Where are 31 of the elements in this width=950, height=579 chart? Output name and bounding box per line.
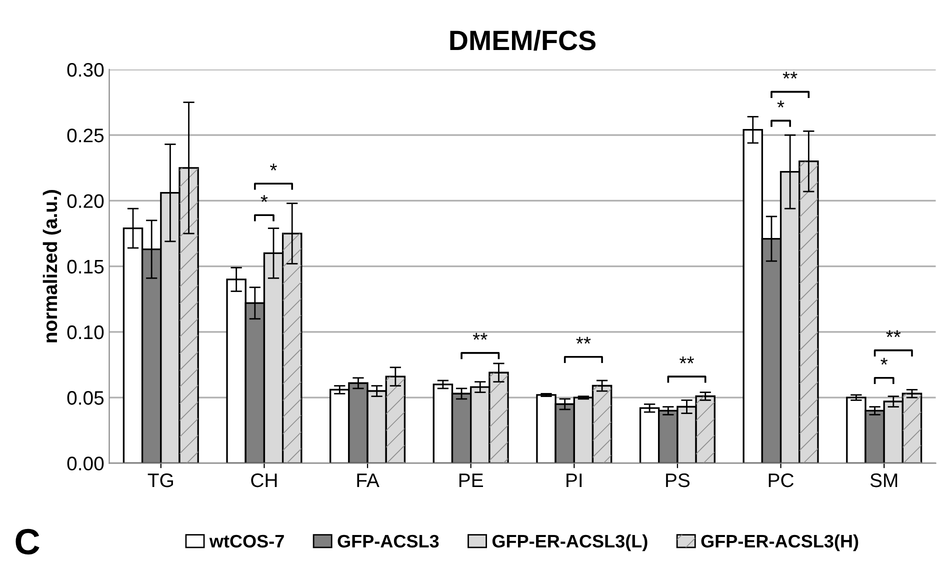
legend-label: GFP-ACSL3 xyxy=(338,534,439,548)
annotation: ** xyxy=(472,332,488,340)
x-tick-label: PI xyxy=(566,474,582,488)
annotation: * xyxy=(260,195,268,202)
x-tick-label: PS xyxy=(666,473,690,488)
x-tick-label: TG xyxy=(148,473,173,488)
chart-title: DMEM/FCS xyxy=(450,30,596,51)
annotation: * xyxy=(880,358,888,365)
x-tick-label: FA xyxy=(357,474,380,488)
legend-label: GFP-ER-ACSL3(L) xyxy=(492,534,648,552)
x-tick-label: PC xyxy=(768,473,794,488)
text: C xyxy=(16,528,40,554)
y-tick-label: 0.30 xyxy=(67,62,104,77)
annotation: ** xyxy=(886,330,901,338)
annotation: ** xyxy=(576,336,591,344)
y-tick-label: 0.05 xyxy=(67,391,104,405)
y-axis-title: normalized (a.u.) xyxy=(42,190,61,342)
y-tick-label: 0.00 xyxy=(67,456,104,470)
annotation: * xyxy=(270,164,277,170)
legend-label: wtCOS-7 xyxy=(209,534,284,548)
annotation: * xyxy=(777,100,784,108)
x-tick-label: SM xyxy=(870,473,898,488)
annotation: ** xyxy=(680,356,694,364)
y-tick-label: 0.20 xyxy=(67,194,104,208)
x-tick-label: PE xyxy=(459,474,483,488)
y-tick-label: 0.25 xyxy=(67,128,104,142)
y-tick-label: 0.15 xyxy=(67,260,104,274)
x-tick-label: CH xyxy=(251,473,277,488)
annotation: ** xyxy=(782,72,798,79)
y-tick-label: 0.10 xyxy=(67,325,104,340)
legend-label: GFP-ER-ACSL3(H) xyxy=(701,534,858,552)
